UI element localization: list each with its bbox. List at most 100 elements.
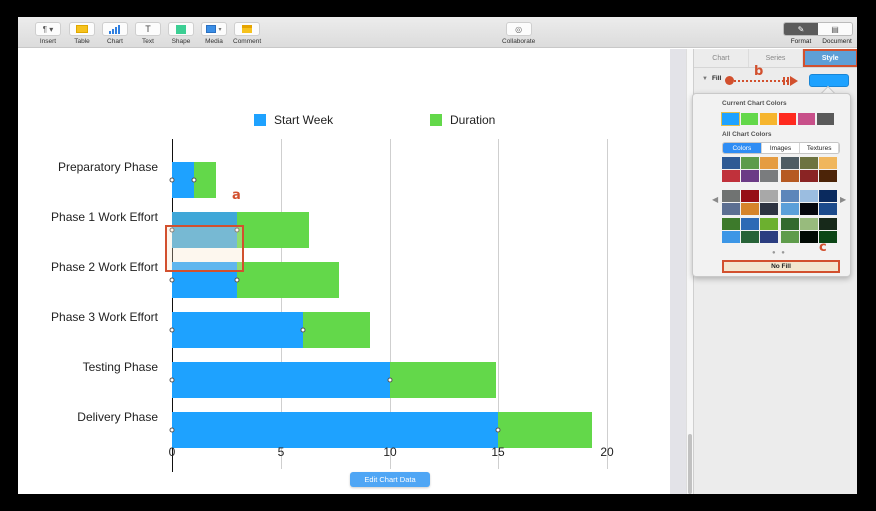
color-swatch[interactable]: [798, 113, 815, 125]
segment-textures[interactable]: Textures: [800, 143, 839, 153]
text-button[interactable]: T Text: [135, 22, 161, 45]
shape-button[interactable]: Shape: [168, 22, 194, 45]
color-swatch[interactable]: [722, 218, 740, 230]
color-swatch[interactable]: [800, 231, 818, 243]
color-swatch[interactable]: [800, 218, 818, 230]
collaborate-button[interactable]: ◎ Collaborate: [502, 22, 535, 45]
scroll-thumb[interactable]: [688, 434, 692, 494]
color-swatch[interactable]: [819, 157, 837, 169]
page-indicator[interactable]: ● ●: [772, 250, 787, 256]
bar-start-week[interactable]: [172, 412, 499, 448]
bar-start-week[interactable]: [172, 362, 390, 398]
color-swatch[interactable]: [800, 170, 818, 182]
stacked-bar-chart[interactable]: Start Week Duration Preparatory Phase Ph…: [18, 49, 670, 494]
color-swatch[interactable]: [722, 190, 740, 202]
color-swatch[interactable]: [779, 113, 796, 125]
color-swatch[interactable]: [741, 113, 758, 125]
segment-colors[interactable]: Colors: [723, 143, 762, 153]
color-swatch[interactable]: [800, 190, 818, 202]
media-button[interactable]: ▾ Media: [201, 22, 227, 45]
bar-start-week[interactable]: [172, 162, 194, 198]
selection-handle[interactable]: [169, 427, 175, 433]
color-palette[interactable]: [781, 218, 837, 243]
color-swatch[interactable]: [819, 170, 837, 182]
document-button[interactable]: ▤: [818, 23, 852, 35]
next-page-icon[interactable]: ▶: [840, 195, 847, 204]
selection-handle[interactable]: [169, 177, 175, 183]
previous-page-icon[interactable]: ◀: [712, 195, 719, 204]
chart-button[interactable]: Chart: [102, 22, 128, 45]
fill-color-well[interactable]: [809, 74, 849, 87]
color-swatch[interactable]: [800, 157, 818, 169]
color-swatch[interactable]: [760, 190, 778, 202]
bar-duration[interactable]: [302, 312, 370, 348]
selection-handle[interactable]: [191, 177, 197, 183]
color-palette[interactable]: [722, 218, 778, 243]
color-swatch[interactable]: [721, 112, 740, 126]
bar-duration[interactable]: [389, 362, 497, 398]
color-swatch[interactable]: [819, 203, 837, 215]
color-swatch[interactable]: [781, 157, 799, 169]
color-swatch[interactable]: [760, 203, 778, 215]
table-button[interactable]: Table: [69, 22, 95, 45]
color-swatch[interactable]: [781, 231, 799, 243]
color-swatch[interactable]: [781, 170, 799, 182]
color-swatch[interactable]: [722, 203, 740, 215]
vertical-scrollbar[interactable]: [686, 49, 693, 494]
color-palette[interactable]: [722, 157, 778, 182]
color-swatch[interactable]: [781, 190, 799, 202]
color-palette[interactable]: [781, 157, 837, 182]
selection-handle[interactable]: [169, 327, 175, 333]
category-label: Delivery Phase: [77, 410, 158, 424]
selection-handle[interactable]: [300, 327, 305, 333]
bar-duration[interactable]: [498, 412, 592, 448]
color-swatch[interactable]: [722, 170, 740, 182]
color-swatch[interactable]: [741, 218, 759, 230]
selection-handle[interactable]: [387, 377, 392, 383]
segment-images[interactable]: Images: [762, 143, 801, 153]
color-swatch[interactable]: [819, 218, 837, 230]
color-swatch[interactable]: [741, 157, 759, 169]
color-swatch[interactable]: [800, 203, 818, 215]
tab-style[interactable]: Style: [803, 49, 857, 67]
color-swatch[interactable]: [819, 190, 837, 202]
color-swatch[interactable]: [760, 157, 778, 169]
color-swatch[interactable]: [741, 190, 759, 202]
tab-series[interactable]: Series: [749, 49, 804, 67]
bar-start-week[interactable]: [172, 312, 303, 348]
bar-duration[interactable]: [237, 262, 340, 298]
format-button[interactable]: ✎: [784, 23, 818, 35]
color-swatch[interactable]: [817, 113, 834, 125]
selection-handle[interactable]: [169, 277, 175, 283]
color-swatch[interactable]: [781, 203, 799, 215]
selection-handle[interactable]: [234, 227, 240, 233]
color-swatch[interactable]: [741, 231, 759, 243]
color-swatch[interactable]: [741, 203, 759, 215]
selection-handle[interactable]: [169, 227, 175, 233]
color-swatch[interactable]: [741, 170, 759, 182]
selection-handle[interactable]: [169, 377, 175, 383]
color-palette[interactable]: [722, 190, 778, 215]
color-swatch[interactable]: [760, 231, 778, 243]
color-swatch[interactable]: [760, 218, 778, 230]
color-swatch[interactable]: [760, 170, 778, 182]
bar-start-week[interactable]: [172, 212, 238, 248]
bar-start-week[interactable]: [172, 262, 238, 298]
bar-duration[interactable]: [237, 212, 310, 248]
fill-section-header[interactable]: ▼ Fill: [702, 75, 721, 82]
no-fill-button[interactable]: No Fill: [722, 260, 840, 273]
color-swatch[interactable]: [722, 231, 740, 243]
comment-button[interactable]: Comment: [233, 22, 261, 45]
paintbrush-icon: ✎: [797, 24, 805, 34]
insert-button[interactable]: ¶ ▾ Insert: [35, 22, 61, 45]
bar-duration[interactable]: [193, 162, 216, 198]
color-swatch[interactable]: [722, 157, 740, 169]
edit-chart-data-button[interactable]: Edit Chart Data: [350, 472, 430, 487]
tab-chart[interactable]: Chart: [694, 49, 749, 67]
color-palette[interactable]: [781, 190, 837, 215]
selection-handle[interactable]: [234, 277, 240, 283]
selection-handle[interactable]: [495, 427, 501, 433]
color-swatch[interactable]: [781, 218, 799, 230]
color-swatch[interactable]: [760, 113, 777, 125]
color-swatch[interactable]: [819, 231, 837, 243]
